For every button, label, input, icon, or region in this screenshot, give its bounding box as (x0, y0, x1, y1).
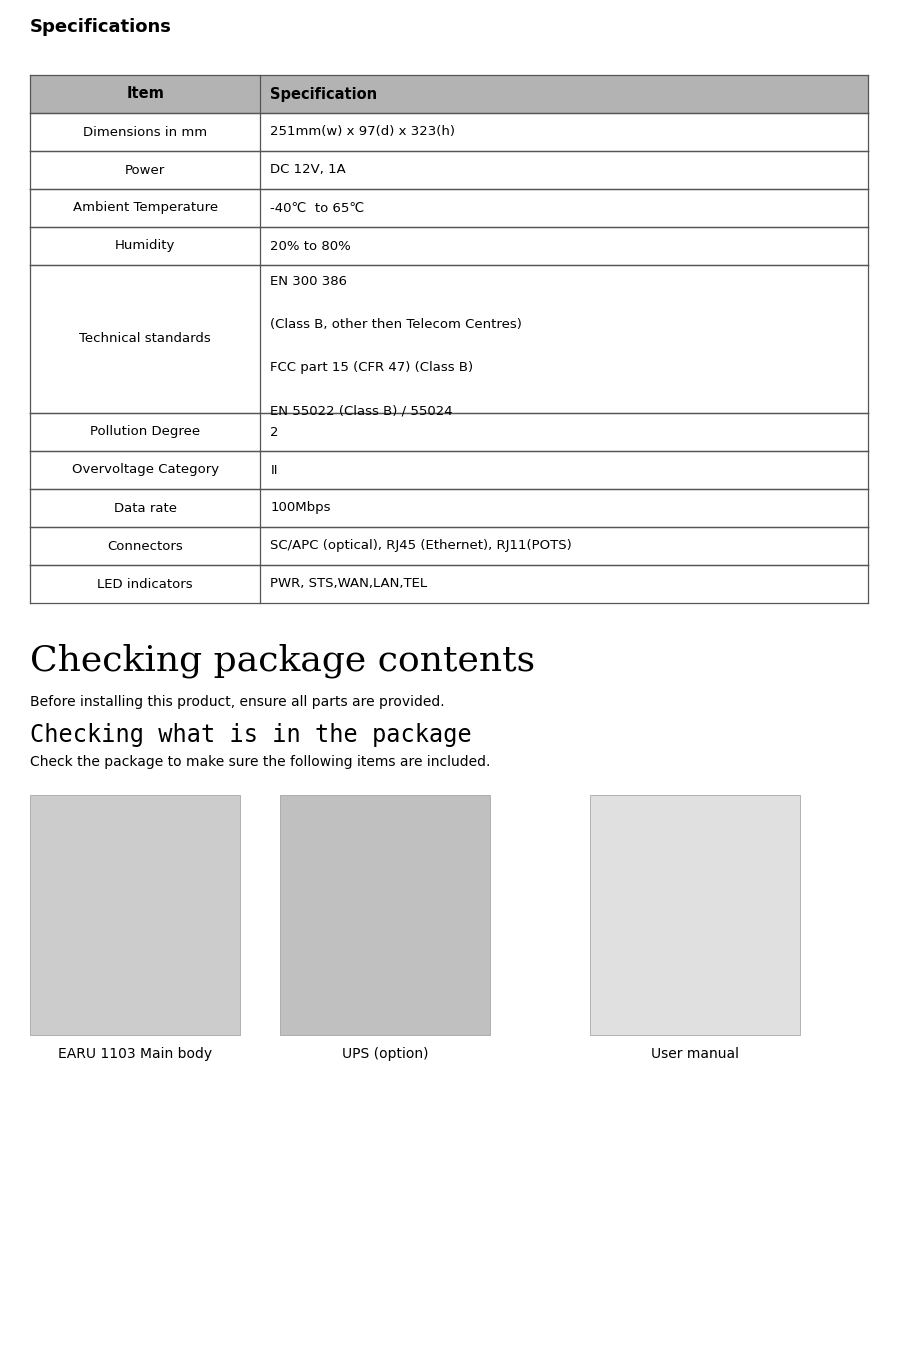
Text: 2: 2 (270, 425, 279, 439)
Text: Item: Item (127, 86, 164, 101)
Bar (30, 565, 868, 603)
Text: PWR, STS,WAN,LAN,TEL: PWR, STS,WAN,LAN,TEL (270, 577, 427, 591)
Bar (30, 265, 868, 413)
Text: DC 12V, 1A: DC 12V, 1A (270, 164, 347, 176)
Text: Overvoltage Category: Overvoltage Category (72, 464, 219, 476)
Text: Power: Power (125, 164, 165, 176)
Bar (30, 150, 868, 189)
Text: Ambient Temperature: Ambient Temperature (73, 201, 218, 215)
Bar (30, 413, 868, 451)
Text: Dimensions in mm: Dimensions in mm (84, 126, 207, 138)
Bar (590, 795, 800, 1036)
Bar (30, 189, 868, 227)
Bar (30, 227, 868, 265)
Bar (30, 75, 868, 114)
Bar (30, 114, 868, 150)
Text: Connectors: Connectors (108, 539, 183, 553)
Text: 100Mbps: 100Mbps (270, 502, 331, 514)
Text: Checking package contents: Checking package contents (30, 643, 535, 677)
Text: EN 300 386

(Class B, other then Telecom Centres)

FCC part 15 (CFR 47) (Class B: EN 300 386 (Class B, other then Telecom … (270, 275, 523, 417)
Bar (30, 488, 868, 527)
Text: Humidity: Humidity (115, 239, 175, 253)
Text: Before installing this product, ensure all parts are provided.: Before installing this product, ensure a… (30, 695, 445, 709)
Text: II: II (270, 464, 278, 476)
Bar (280, 795, 490, 1036)
Text: -40℃  to 65℃: -40℃ to 65℃ (270, 201, 365, 215)
Text: EARU 1103 Main body: EARU 1103 Main body (58, 1047, 212, 1062)
Text: 251mm(w) x 97(d) x 323(h): 251mm(w) x 97(d) x 323(h) (270, 126, 455, 138)
Text: Data rate: Data rate (114, 502, 177, 514)
Bar (30, 795, 240, 1036)
Text: User manual: User manual (651, 1047, 739, 1062)
Text: Technical standards: Technical standards (79, 332, 211, 346)
Text: Checking what is in the package: Checking what is in the package (30, 724, 471, 747)
Text: 20% to 80%: 20% to 80% (270, 239, 351, 253)
Text: SC/APC (optical), RJ45 (Ethernet), RJ11(POTS): SC/APC (optical), RJ45 (Ethernet), RJ11(… (270, 539, 572, 553)
Text: LED indicators: LED indicators (97, 577, 193, 591)
Bar (30, 527, 868, 565)
Bar (30, 451, 868, 488)
Text: Pollution Degree: Pollution Degree (90, 425, 200, 439)
Text: Specifications: Specifications (30, 18, 172, 36)
Text: Check the package to make sure the following items are included.: Check the package to make sure the follo… (30, 755, 490, 769)
Text: Specification: Specification (270, 86, 377, 101)
Text: UPS (option): UPS (option) (342, 1047, 428, 1062)
